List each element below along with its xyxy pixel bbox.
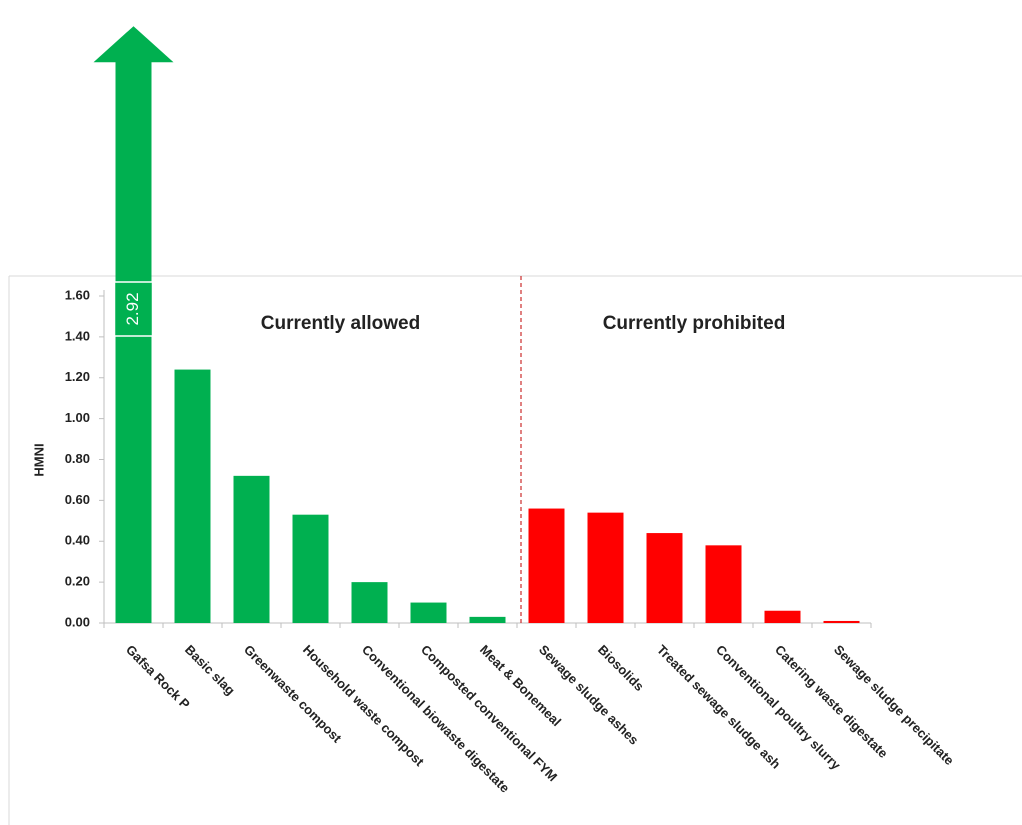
bar: [410, 602, 447, 623]
y-tick-label: 0.00: [65, 614, 90, 629]
x-tick-label: Sewage sludge ashes: [536, 642, 642, 748]
y-tick-label: 1.00: [65, 410, 90, 425]
bar: [528, 508, 565, 623]
bar: [469, 616, 506, 623]
y-tick-label: 1.40: [65, 328, 90, 343]
x-tick-label: Treated sewage sludge ash: [654, 642, 784, 772]
bar: [292, 514, 329, 623]
x-tick-label: Sewage sludge precipitate: [831, 642, 957, 768]
bar: [587, 512, 624, 623]
bar: [174, 369, 211, 623]
bar: [823, 620, 860, 623]
y-tick-label: 0.20: [65, 574, 90, 589]
group-label: Currently prohibited: [603, 313, 786, 334]
bar: [351, 582, 388, 623]
x-tick-label: Greenwaste compost: [241, 642, 345, 746]
bar: [764, 610, 801, 623]
bar: [646, 533, 683, 623]
x-tick-label: Basic slag: [182, 642, 238, 698]
bar: [233, 475, 270, 623]
x-tick-label: Conventional poultry slurry: [713, 642, 844, 773]
bar: [705, 545, 742, 623]
y-tick-label: 0.60: [65, 492, 90, 507]
x-tick-label: Catering waste digestate: [772, 642, 891, 761]
x-tick-label: Biosolids: [595, 642, 647, 694]
y-tick-label: 1.60: [65, 287, 90, 302]
y-tick-label: 0.40: [65, 533, 90, 548]
value-label-box: [113, 281, 154, 337]
group-label: Currently allowed: [261, 313, 420, 334]
value-label: 2.92: [123, 292, 142, 325]
y-tick-label: 0.80: [65, 451, 90, 466]
y-axis-title: HMNI: [31, 443, 46, 476]
x-tick-label: Household waste compost: [300, 642, 428, 770]
y-tick-label: 1.20: [65, 369, 90, 384]
